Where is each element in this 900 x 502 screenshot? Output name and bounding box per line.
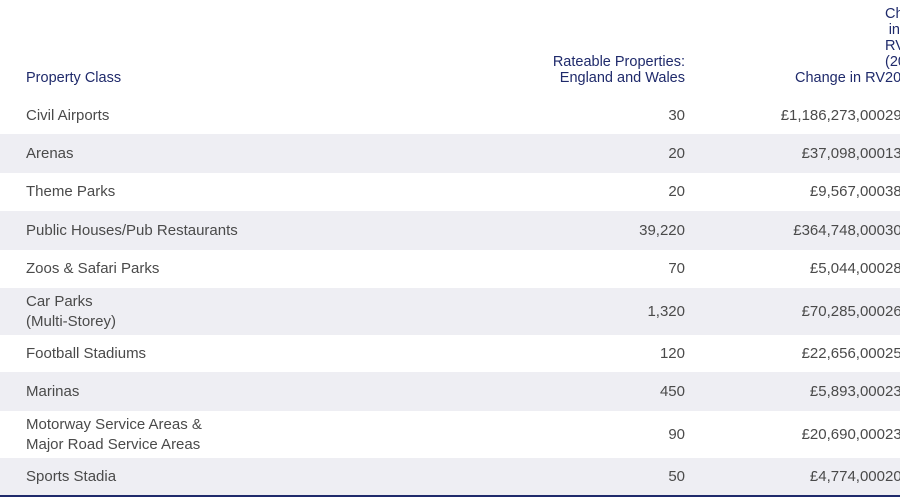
header-change-pct: Change in RV (2023–2026) [885,6,900,86]
cell-change-rv: £20,690,000 [801,425,885,443]
cell-change-pct: 25% [885,344,900,362]
header-rateable: Rateable Properties: England and Wales [552,54,685,86]
cell-change-pct: 38% [885,183,900,200]
cell-change-pct: 23% [885,425,900,443]
cell-change-pct: 20% [885,467,900,485]
cell-change-rv: £70,285,000 [801,302,885,320]
cell-change-pct: 28% [885,260,900,277]
cell-change-rv: £37,098,000 [801,144,885,162]
table-row: Civil Airports 30 £1,186,273,000295% [0,97,900,134]
header-property-class: Property Class [26,70,122,86]
cell-change-pct: 138% [885,144,900,162]
cell-property-class: Sports Stadia [26,467,117,485]
cell-rateable: 20 [668,144,685,162]
table-bottom-border [0,495,900,497]
cell-property-class: Football Stadiums [26,344,147,362]
cell-property-class: Theme Parks [26,183,116,200]
cell-change-rv: £4,774,000 [809,467,885,485]
cell-property-class: Marinas [26,382,80,400]
cell-change-rv: £1,186,273,000 [780,106,885,124]
cell-change-rv: £364,748,000 [793,221,885,239]
cell-rateable: 120 [659,344,685,362]
table-row: Arenas 20 £37,098,000138% [0,134,900,173]
cell-rateable: 39,220 [639,221,685,239]
cell-change-rv: £22,656,000 [801,344,885,362]
cell-change-pct: 295% [885,106,900,124]
cell-change-rv: £9,567,000 [809,183,885,200]
cell-property-class: Motorway Service Areas & Major Road Serv… [26,415,202,453]
cell-property-class: Arenas [26,144,74,162]
cell-rateable: 30 [668,106,685,124]
cell-rateable: 50 [668,467,685,485]
cell-property-class: Civil Airports [26,106,110,124]
cell-property-class: Zoos & Safari Parks [26,260,160,277]
cell-change-rv: £5,044,000 [809,260,885,277]
table-row: Public Houses/Pub Restaurants 39,220 £364,… [0,211,900,250]
cell-change-pct: 26% [885,302,900,320]
header-change-rv: Change in RV [794,70,885,86]
cell-property-class: Public Houses/Pub Restaurants [26,221,238,239]
cell-change-pct: 30% [885,221,900,239]
cell-rateable: 1,320 [647,302,685,320]
table-row: Car Parks (Multi-Storey) 1,320 £70,285,000… [0,288,900,335]
cell-change-rv: £5,893,000 [809,382,885,400]
cell-rateable: 90 [668,425,685,443]
table-row: Motorway Service Areas & Major Road Serv… [0,411,900,458]
cell-property-class: Car Parks (Multi-Storey) [26,292,117,330]
cell-change-pct: 23% [885,382,900,400]
cell-rateable: 20 [668,183,685,200]
table-header: Property Class Rateable Properties: Engl… [0,0,900,97]
cell-rateable: 70 [668,260,685,277]
cell-rateable: 450 [659,382,685,400]
